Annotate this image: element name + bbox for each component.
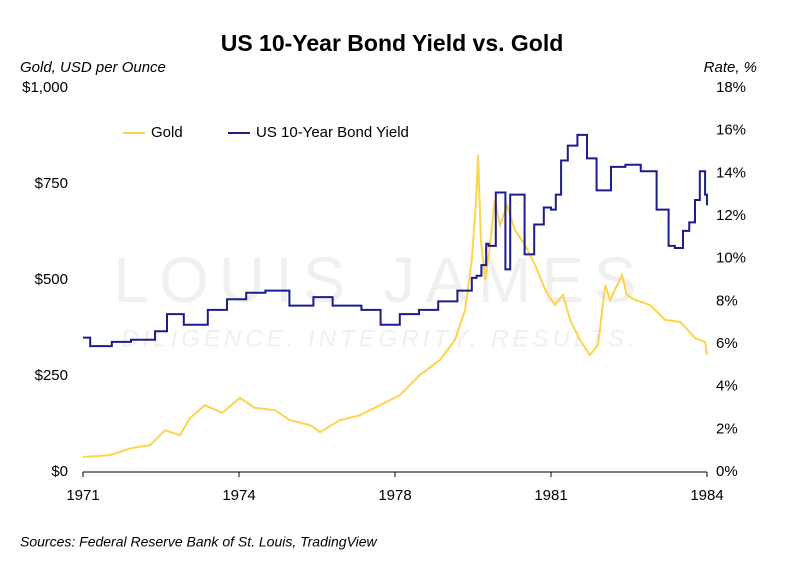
x-tick-label: 1984 <box>690 487 723 504</box>
y2-tick-label: 14% <box>716 164 746 181</box>
x-tick-label: 1974 <box>222 487 255 504</box>
y2-tick-label: 12% <box>716 207 746 224</box>
y-tick-label: $750 <box>35 175 68 192</box>
y-tick-label: $0 <box>51 463 68 480</box>
y2-tick-label: 4% <box>716 378 738 395</box>
y2-tick-label: 8% <box>716 292 738 309</box>
watermark-tagline: DILIGENCE. INTEGRITY. RESULTS. <box>121 325 638 352</box>
chart-title: US 10-Year Bond Yield vs. Gold <box>221 30 564 56</box>
y-tick-label: $250 <box>35 367 68 384</box>
y2-tick-label: 18% <box>716 79 746 96</box>
y-tick-label: $500 <box>35 271 68 288</box>
x-tick-label: 1978 <box>378 487 411 504</box>
y2-tick-label: 6% <box>716 335 738 352</box>
y2-axis-label: Rate, % <box>704 59 757 76</box>
series-line <box>83 133 708 348</box>
source-note: Sources: Federal Reserve Bank of St. Lou… <box>20 534 378 550</box>
legend-label: Gold <box>151 124 183 141</box>
legend-label: US 10-Year Bond Yield <box>256 124 409 141</box>
series-line <box>82 155 708 459</box>
y2-tick-label: 16% <box>716 122 746 139</box>
y2-tick-label: 10% <box>716 250 746 267</box>
y-axis-label: Gold, USD per Ounce <box>20 59 166 76</box>
watermark: LOUIS JAMES <box>113 244 646 316</box>
y-tick-label: $1,000 <box>22 79 68 96</box>
x-tick-label: 1981 <box>534 487 567 504</box>
x-tick-label: 1971 <box>66 487 99 504</box>
y2-tick-label: 0% <box>716 463 738 480</box>
y2-tick-label: 2% <box>716 420 738 437</box>
